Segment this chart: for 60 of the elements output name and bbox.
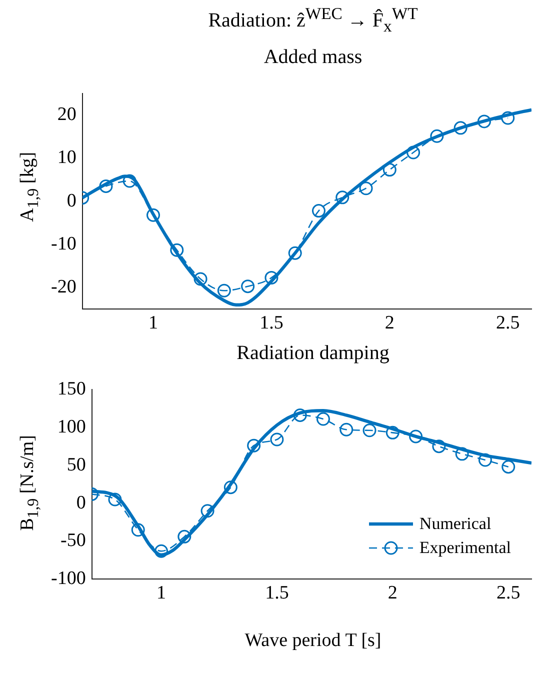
point	[409, 430, 423, 444]
point	[264, 270, 278, 284]
point	[122, 174, 136, 188]
point	[178, 530, 192, 544]
point	[146, 208, 160, 222]
chart-subtitle: Radiation damping	[236, 342, 390, 365]
point	[477, 114, 491, 128]
legend-label: Experimental	[419, 538, 511, 558]
point	[200, 504, 214, 518]
point	[293, 408, 307, 422]
y-tick-label: 10	[57, 147, 76, 168]
x-tick-label: 2.5	[496, 582, 520, 604]
point	[170, 243, 184, 257]
point	[432, 440, 446, 454]
y-tick-label: -10	[51, 233, 76, 254]
y-tick-label: 50	[66, 454, 86, 476]
point	[224, 480, 238, 494]
y-tick-label: 150	[57, 378, 86, 400]
point	[312, 204, 326, 218]
point	[501, 111, 515, 125]
point	[340, 422, 354, 436]
point	[108, 492, 122, 506]
point	[288, 246, 302, 260]
point	[430, 129, 444, 143]
point	[336, 190, 350, 204]
y-tick-label: 20	[57, 104, 76, 125]
y-tick-label: -50	[60, 530, 86, 552]
point	[131, 523, 145, 537]
point	[241, 280, 255, 294]
x-tick-label: 1.5	[260, 312, 284, 334]
y-tick-label: 100	[57, 416, 86, 438]
point	[386, 426, 400, 440]
point	[454, 121, 468, 135]
y-tick-label: 0	[76, 492, 86, 514]
legend-label: Numerical	[419, 514, 492, 534]
point	[270, 432, 284, 446]
point	[154, 544, 168, 558]
point	[247, 438, 261, 452]
point	[455, 447, 469, 461]
x-tick-label: 1	[148, 312, 158, 334]
point	[406, 146, 420, 160]
point	[359, 182, 373, 196]
chart-subtitle: Added mass	[262, 46, 364, 69]
x-tick-label: 2	[388, 582, 398, 604]
point	[382, 163, 396, 177]
point	[362, 424, 376, 438]
point	[217, 284, 231, 298]
x-tick-label: 2.5	[496, 312, 520, 334]
point	[502, 460, 516, 474]
y-tick-label: 0	[66, 190, 76, 212]
x-tick-label: 1	[156, 582, 166, 604]
point	[316, 412, 330, 426]
x-tick-label: 1.5	[265, 582, 289, 604]
point	[478, 453, 492, 467]
x-axis-title: Wave period T [s]	[244, 630, 382, 652]
point	[194, 272, 208, 286]
x-tick-label: 2	[384, 312, 394, 334]
point	[99, 179, 113, 193]
y-tick-label: -100	[51, 568, 86, 590]
y-tick-label: -20	[51, 276, 76, 298]
